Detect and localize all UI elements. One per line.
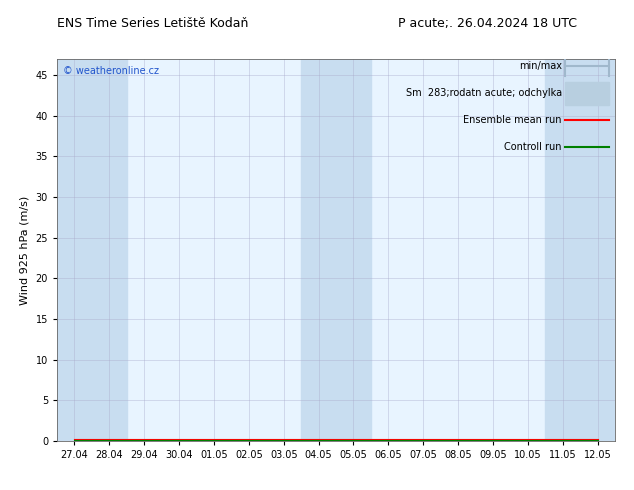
Bar: [580, 59, 615, 441]
Bar: [336, 59, 371, 441]
Bar: [301, 59, 336, 441]
Bar: [57, 59, 92, 441]
Text: min/max: min/max: [519, 61, 562, 72]
Y-axis label: Wind 925 hPa (m/s): Wind 925 hPa (m/s): [20, 196, 30, 304]
Bar: [545, 59, 580, 441]
Bar: [565, 82, 609, 105]
Text: Ensemble mean run: Ensemble mean run: [463, 115, 562, 125]
Text: © weatheronline.cz: © weatheronline.cz: [63, 67, 158, 76]
Text: Sm  283;rodatn acute; odchylka: Sm 283;rodatn acute; odchylka: [406, 88, 562, 98]
Text: ENS Time Series Letiště Kodaň: ENS Time Series Letiště Kodaň: [57, 17, 249, 30]
Text: Controll run: Controll run: [505, 142, 562, 152]
Bar: [92, 59, 127, 441]
Text: P acute;. 26.04.2024 18 UTC: P acute;. 26.04.2024 18 UTC: [398, 17, 577, 30]
